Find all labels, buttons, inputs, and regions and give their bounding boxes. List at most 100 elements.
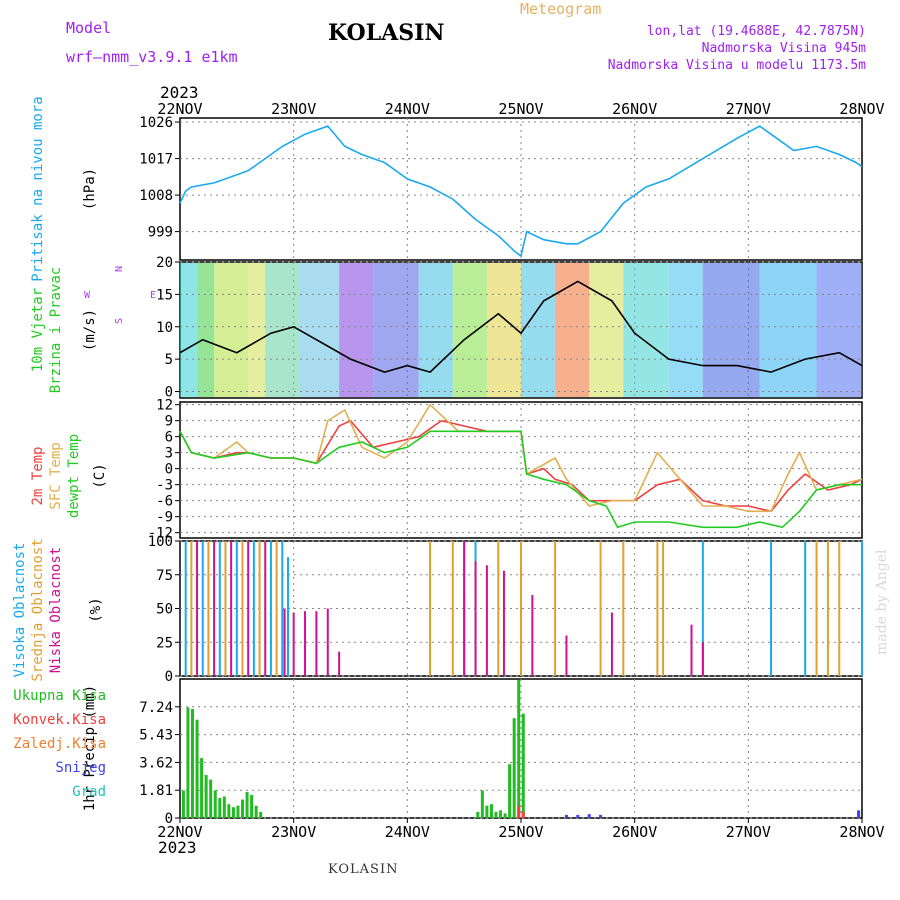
low-cloud-bar (565, 635, 568, 676)
mid-cloud-bar (224, 541, 227, 676)
wind-field-band (521, 263, 556, 397)
wind-field-band (373, 263, 419, 397)
y-tick-label: 3.62 (139, 755, 173, 771)
wind-field-band (339, 263, 374, 397)
wind-field-band (623, 263, 669, 397)
pressure-unit-label: (hPa) (82, 168, 98, 210)
y-tick-label: 1026 (139, 115, 173, 131)
low-cloud-ylabel: Niska Oblacnost (48, 547, 64, 673)
wind-unit-label: (m/s) (82, 309, 98, 351)
x-tick-label-top: 26NOV (612, 100, 657, 118)
snow-bar (587, 814, 591, 818)
x-tick-label-bottom: 28NOV (839, 823, 884, 841)
low-cloud-bar (292, 612, 295, 676)
x-tick-label-top: 27NOV (726, 100, 771, 118)
low-cloud-bar (338, 651, 341, 676)
total-precip-bar (259, 811, 263, 818)
total-precip-bar (494, 811, 498, 818)
total-precip-bar (508, 764, 512, 818)
convective-precip-bar (521, 811, 525, 818)
total-precip-bar (254, 805, 258, 818)
year-top: 2023 (160, 83, 199, 102)
total-precip-bar (227, 804, 231, 818)
high-cloud-bar (252, 541, 255, 676)
low-cloud-bar (196, 541, 199, 676)
y-tick-label: -9 (156, 510, 173, 526)
compass-east: E (150, 290, 156, 301)
total-precip-bar (476, 811, 480, 818)
panel-frame (179, 678, 863, 819)
precip-legend-item: Snijeg (55, 760, 106, 776)
dewpt-line (179, 430, 862, 529)
total-precip-bar (218, 798, 222, 818)
x-tick-label-bottom: 27NOV (726, 823, 771, 841)
high-cloud-bar (286, 557, 289, 676)
wind-field-band (299, 263, 340, 397)
wind-field-band (668, 263, 703, 397)
mid-cloud-bar (520, 541, 522, 676)
total-precip-bar (245, 791, 249, 818)
y-tick-label: 999 (148, 225, 173, 241)
y-tick-label: 6 (165, 430, 173, 446)
pressure-ylabel: Pritisak na nivou mora (30, 96, 46, 281)
high-cloud-bar (770, 541, 773, 676)
mid-cloud-bar (815, 541, 818, 676)
low-cloud-bar (283, 608, 286, 676)
mid-cloud-bar (241, 541, 244, 676)
wind-speed-line (179, 280, 863, 373)
total-precip-bar (236, 805, 240, 818)
total-precip-bar (200, 758, 204, 818)
x-tick-label-bottom: 23NOV (271, 823, 316, 841)
low-cloud-bar (610, 612, 613, 676)
precip-legend-item: Zaledj.Kisa (13, 736, 106, 752)
y-tick-label: 3 (165, 446, 173, 462)
precip-legend-item: Grad (72, 784, 106, 800)
low-cloud-bar (247, 541, 250, 676)
wind-field-band (816, 263, 862, 397)
mid-cloud-bar (599, 541, 602, 676)
precip-legend-item: Konvek.Kisa (13, 712, 106, 728)
low-cloud-bar (264, 541, 267, 676)
wind-field-band (702, 263, 760, 397)
low-cloud-bar (502, 570, 505, 676)
low-cloud-bar (474, 561, 477, 676)
cloud-unit-label: (%) (88, 597, 104, 622)
x-tick-label-bottom: 25NOV (498, 823, 543, 841)
y-tick-label: 0 (165, 385, 173, 401)
year-bottom: 2023 (158, 838, 197, 857)
high-cloud-bar (701, 541, 704, 676)
low-cloud-bar (701, 642, 704, 676)
x-tick-label-top: 28NOV (839, 100, 884, 118)
y-tick-label: 9 (165, 414, 173, 430)
y-tick-label: 75 (156, 568, 173, 584)
compass-west: W (84, 290, 91, 301)
high-cloud-bar (235, 541, 238, 676)
pressure-line (179, 125, 863, 258)
compass-north: N (114, 266, 125, 272)
high-cloud-ylabel: Visoka Oblacnost (12, 543, 28, 678)
x-tick-label-top: 23NOV (271, 100, 316, 118)
wind-ylabel-1: 10m Vjetar (30, 288, 46, 372)
low-cloud-bar (463, 541, 466, 676)
convective-precip-bar (517, 805, 521, 818)
y-tick-label: 20 (156, 255, 173, 271)
wind-field-band (452, 263, 487, 397)
total-precip-bar (191, 708, 195, 818)
snow-bar (857, 810, 861, 818)
y-tick-label: 5 (165, 352, 173, 368)
low-cloud-bar (213, 541, 216, 676)
mid-cloud-ylabel: Srednja Oblacnost (30, 538, 46, 681)
y-tick-label: 12 (156, 398, 173, 414)
low-cloud-bar (315, 611, 318, 676)
station-title: KOLASIN (328, 20, 445, 46)
dewpt-ylabel: dewpt Temp (66, 434, 82, 518)
wind-field-band (418, 263, 453, 397)
wind-field-band (214, 263, 249, 397)
precip-legend-item: Ukupna Kisa (13, 688, 106, 704)
total-precip-bar (241, 799, 245, 818)
high-cloud-bar (269, 541, 272, 676)
footer-station: KOLASIN (328, 862, 399, 877)
wind-field-band (248, 263, 266, 397)
mid-cloud-bar (826, 541, 829, 676)
